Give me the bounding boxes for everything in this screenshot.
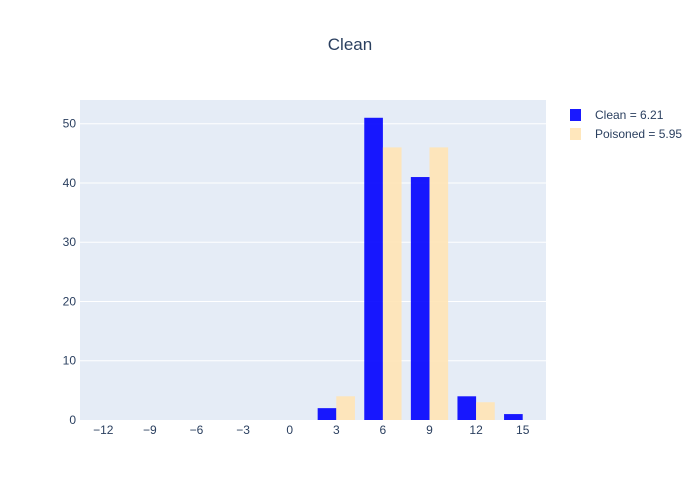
bars (317, 117, 523, 421)
plot-area (80, 100, 546, 420)
legend-swatch[interactable] (570, 109, 581, 121)
x-tick-label: 9 (426, 423, 433, 437)
x-tick-label: −6 (190, 423, 204, 437)
legend-swatch[interactable] (570, 128, 581, 140)
gridlines (80, 123, 546, 362)
legend-label[interactable]: Poisoned = 5.95 (595, 127, 682, 141)
y-tick-label: 0 (69, 413, 76, 427)
bar-poisoned-12[interactable] (476, 402, 495, 420)
x-tick-label: 15 (516, 423, 530, 437)
x-axis-ticks: −12 −9 −6 −3 0 3 6 9 12 15 (93, 423, 530, 437)
y-tick-label: 20 (63, 294, 77, 308)
bar-clean-6[interactable] (364, 117, 383, 421)
legend[interactable]: Clean = 6.21 Poisoned = 5.95 (570, 108, 682, 141)
bar-clean-15[interactable] (504, 414, 523, 420)
bar-poisoned-3[interactable] (336, 396, 355, 420)
bar-clean-9[interactable] (410, 177, 430, 420)
x-tick-label: −3 (236, 423, 250, 437)
bar-clean-12[interactable] (457, 396, 477, 420)
x-tick-label: 3 (333, 423, 340, 437)
x-tick-label: −9 (143, 423, 157, 437)
bar-clean-3[interactable] (317, 408, 337, 420)
bar-poisoned-6[interactable] (382, 147, 402, 420)
x-tick-label: 6 (380, 423, 387, 437)
y-tick-label: 50 (63, 117, 77, 131)
x-tick-label: 12 (469, 423, 483, 437)
x-tick-label: 0 (286, 423, 293, 437)
y-axis-ticks: 0 10 20 30 40 50 (63, 117, 77, 427)
y-tick-label: 40 (63, 176, 77, 190)
legend-label[interactable]: Clean = 6.21 (595, 108, 664, 122)
bar-poisoned-9[interactable] (429, 147, 449, 420)
x-tick-label: −12 (93, 423, 114, 437)
y-tick-label: 30 (63, 235, 77, 249)
y-tick-label: 10 (63, 354, 77, 368)
chart-title: Clean (328, 35, 372, 54)
